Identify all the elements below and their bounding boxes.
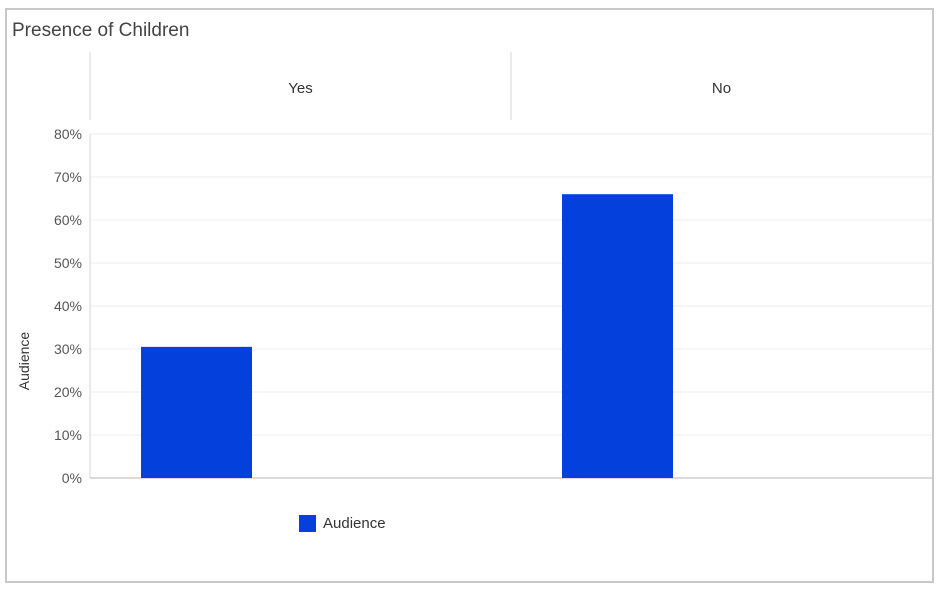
y-tick-label: 60%: [54, 212, 82, 228]
bar-yes[interactable]: [141, 346, 252, 478]
y-tick-label: 80%: [54, 126, 82, 142]
y-tick-label: 10%: [54, 427, 82, 443]
y-tick-label: 50%: [54, 255, 82, 271]
y-tick-label: 30%: [54, 341, 82, 357]
bars: [141, 194, 673, 478]
y-tick-label: 70%: [54, 169, 82, 185]
legend[interactable]: Audience: [299, 515, 386, 532]
y-tick-label: 20%: [54, 384, 82, 400]
legend-swatch-audience: [299, 515, 316, 532]
grid-lines: [90, 133, 932, 479]
y-tick-label: 40%: [54, 298, 82, 314]
category-header-yes: Yes: [288, 80, 312, 97]
chart-frame: [5, 8, 934, 583]
y-axis: 0% 10% 20% 30% 40% 50% 60% 70% 80%: [54, 126, 91, 486]
legend-label-audience: Audience: [323, 515, 386, 532]
category-header-no: No: [712, 80, 731, 97]
y-tick-label: 0%: [62, 470, 82, 486]
category-headers: Yes No: [89, 52, 731, 120]
y-axis-title: Audience: [16, 332, 32, 391]
chart-title: Presence of Children: [12, 20, 190, 41]
bar-no[interactable]: [562, 194, 673, 478]
